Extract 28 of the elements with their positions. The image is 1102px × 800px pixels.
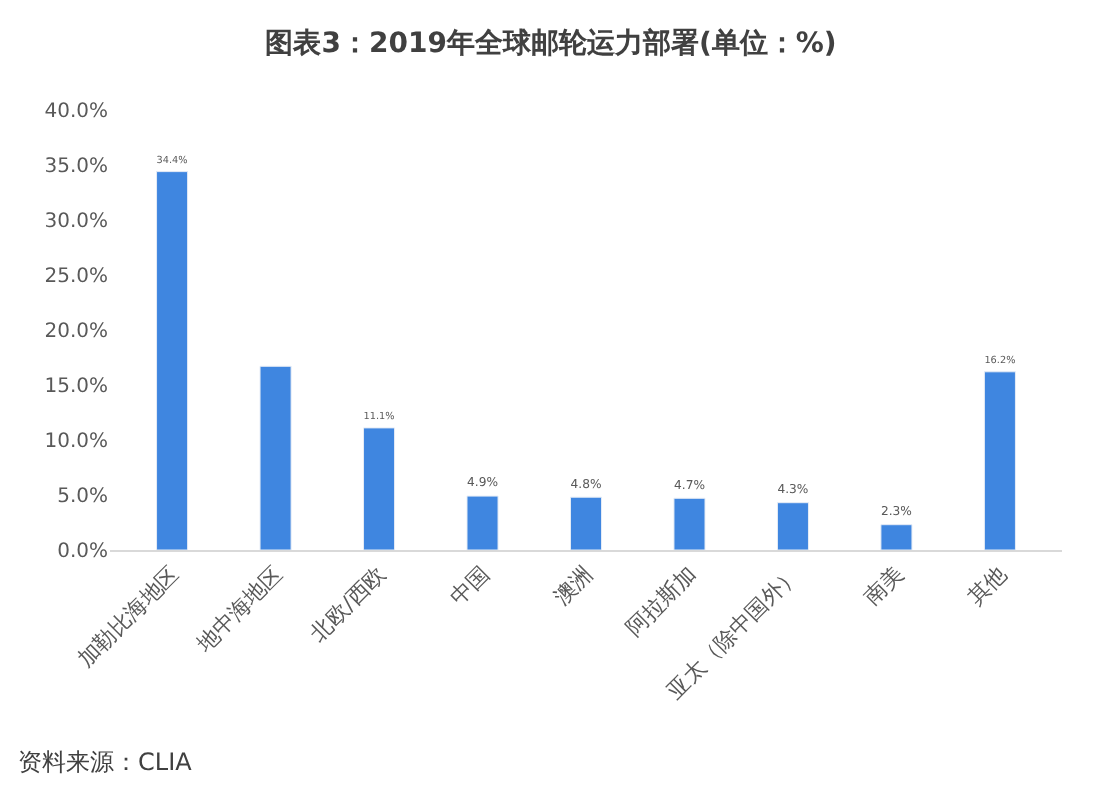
bar (880, 524, 913, 550)
x-tick-label: 加勒比海地区 (72, 561, 185, 673)
y-tick-label: 20.0% (44, 321, 108, 343)
x-tick-label: 北欧/西欧 (305, 561, 392, 647)
x-tick-label: 其他 (962, 561, 1012, 611)
y-tick-label: 25.0% (44, 266, 108, 288)
y-tick-label: 10.0% (44, 431, 108, 453)
x-tick-label: 阿拉斯加 (620, 561, 702, 642)
chart-title: 图表3：2019年全球邮轮运力部署(单位：%) (265, 25, 837, 60)
y-tick-label: 0.0% (57, 541, 108, 563)
y-tick-label: 5.0% (57, 486, 108, 508)
x-tick-label: 澳洲 (548, 561, 599, 611)
bar (569, 496, 603, 550)
bar (983, 371, 1016, 550)
bar (466, 495, 499, 550)
y-tick-label: 15.0% (44, 376, 108, 398)
y-tick-label: 40.0% (44, 101, 108, 123)
text: 资料来源：CLIA (18, 748, 194, 776)
x-tick-label: 地中海地区 (190, 561, 288, 659)
bar (259, 365, 292, 550)
bar (776, 502, 809, 550)
x-tick-label: 中国 (445, 561, 495, 611)
x-tick-label: 南美 (858, 561, 909, 611)
bar (673, 497, 706, 550)
y-tick-label: 30.0% (44, 211, 108, 233)
bar (156, 171, 189, 550)
bar (363, 427, 396, 550)
y-tick-label: 35.0% (44, 156, 108, 178)
